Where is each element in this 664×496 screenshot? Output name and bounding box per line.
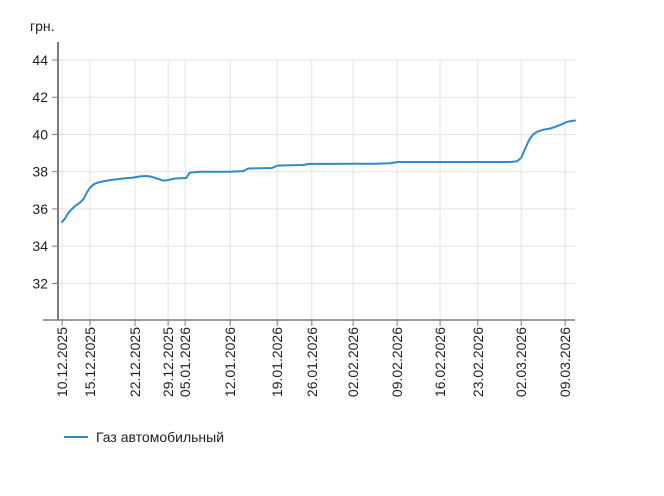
- y-tick-label: 44: [32, 52, 48, 68]
- y-tick-label: 40: [32, 126, 48, 142]
- x-tick-label: 19.01.2026: [269, 327, 285, 397]
- x-tick-label: 12.01.2026: [222, 327, 238, 397]
- chart-svg: 44 42 40 38 36 34 32 10.12.2025 15.12.2025 22.12.…: [32, 42, 576, 397]
- y-tick-label: 38: [32, 164, 48, 180]
- y-axis-unit-label: грн.: [30, 18, 55, 34]
- legend-line-swatch: [64, 436, 88, 438]
- price-line: [61, 119, 576, 223]
- legend: Газ автомобильный: [64, 429, 224, 445]
- x-tick-label: 29.12.2025: [160, 327, 176, 397]
- x-tick-label: 15.12.2025: [82, 327, 98, 397]
- x-tick-label: 09.02.2026: [389, 327, 405, 397]
- x-tick-label: 02.02.2026: [345, 327, 361, 397]
- x-tick-label: 02.03.2026: [513, 327, 529, 397]
- y-tick-label: 42: [32, 89, 48, 105]
- y-tick-label: 32: [32, 275, 48, 291]
- x-tick-label: 16.02.2026: [432, 327, 448, 397]
- x-tick-label: 10.12.2025: [54, 327, 70, 397]
- y-tick-label: 36: [32, 201, 48, 217]
- x-tick-label: 05.01.2026: [177, 327, 193, 397]
- x-tick-label: 23.02.2026: [470, 327, 486, 397]
- y-tick-label: 34: [32, 238, 48, 254]
- x-tick-label: 22.12.2025: [127, 327, 143, 397]
- legend-series-label: Газ автомобильный: [96, 429, 225, 445]
- x-tick-label: 09.03.2026: [557, 327, 573, 397]
- x-tick-label: 26.01.2026: [304, 327, 320, 397]
